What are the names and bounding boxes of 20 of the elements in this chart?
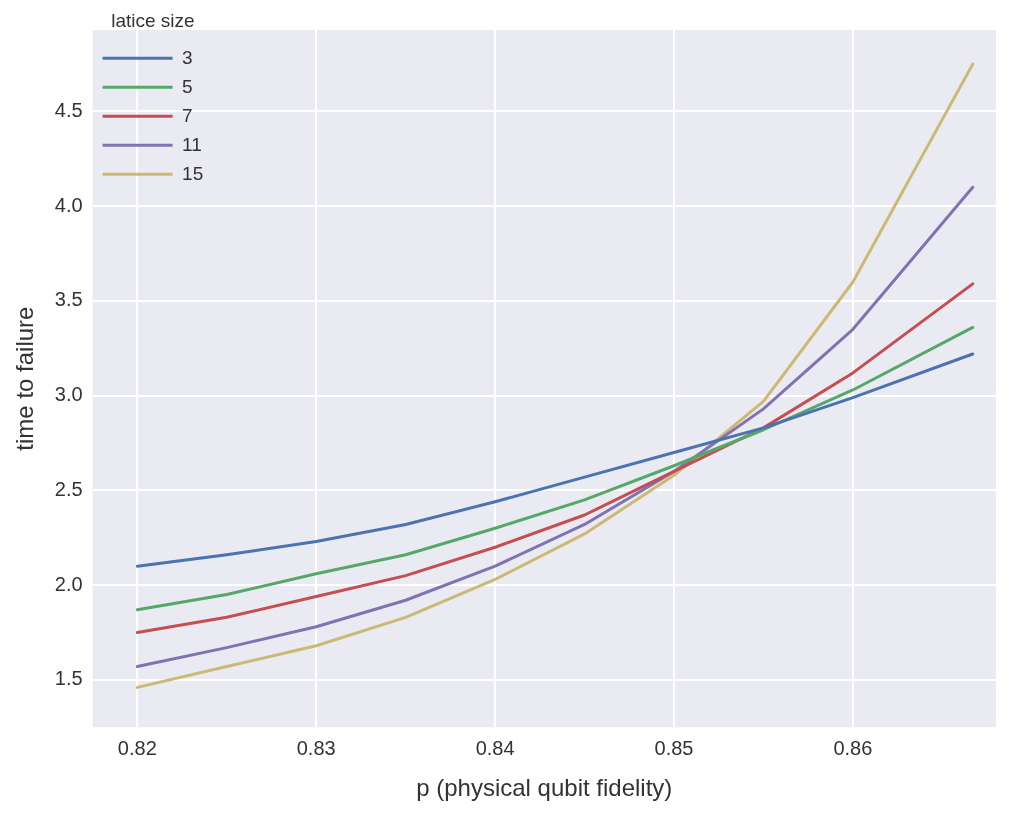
y-tick-label: 3.5: [54, 288, 83, 311]
legend-label: 15: [182, 162, 204, 184]
y-tick-label: 3.0: [54, 383, 83, 406]
x-tick-label: 0.86: [833, 736, 873, 759]
y-tick-label: 4.0: [54, 193, 83, 216]
y-tick-label: 2.0: [54, 572, 83, 595]
x-tick-label: 0.85: [654, 736, 694, 759]
legend-label: 3: [182, 46, 193, 68]
x-tick-label: 0.84: [475, 736, 515, 759]
y-axis-title: time to failure: [11, 306, 39, 451]
x-tick-label: 0.83: [296, 736, 336, 759]
legend-label: 5: [182, 75, 193, 97]
legend-label: 11: [182, 133, 202, 155]
legend-title: latice size: [111, 9, 195, 31]
legend-label: 7: [182, 104, 193, 126]
y-tick-label: 2.5: [54, 477, 83, 500]
x-axis-title: p (physical qubit fidelity): [416, 774, 673, 802]
x-tick-label: 0.82: [117, 736, 157, 759]
y-tick-label: 4.5: [54, 98, 83, 121]
y-tick-label: 1.5: [54, 667, 83, 690]
